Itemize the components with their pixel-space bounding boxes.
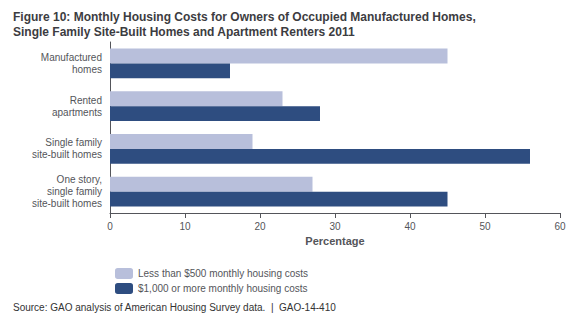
svg-text:$1,000 or more monthly housing: $1,000 or more monthly housing costs <box>138 283 308 294</box>
svg-text:0: 0 <box>107 221 113 232</box>
svg-text:Less than $500 monthly housing: Less than $500 monthly housing costs <box>138 268 308 279</box>
svg-text:60: 60 <box>554 221 566 232</box>
svg-text:20: 20 <box>254 221 266 232</box>
svg-text:10: 10 <box>179 221 191 232</box>
svg-text:40: 40 <box>404 221 416 232</box>
svg-text:homes: homes <box>72 64 102 75</box>
svg-text:site-built homes: site-built homes <box>32 149 102 160</box>
svg-text:Single family: Single family <box>45 137 102 148</box>
svg-text:Figure 10: Monthly Housing Cos: Figure 10: Monthly Housing Costs for Own… <box>13 10 476 24</box>
svg-text:Source: GAO analysis of Americ: Source: GAO analysis of American Housing… <box>13 302 336 313</box>
svg-text:Percentage: Percentage <box>305 235 364 247</box>
svg-text:apartments: apartments <box>52 107 102 118</box>
svg-text:30: 30 <box>329 221 341 232</box>
svg-text:One story,: One story, <box>57 174 102 185</box>
svg-text:site-built homes: site-built homes <box>32 198 102 209</box>
svg-text:50: 50 <box>479 221 491 232</box>
svg-text:single family: single family <box>47 186 102 197</box>
svg-text:Rented: Rented <box>70 95 102 106</box>
svg-text:Single Family Site-Built Homes: Single Family Site-Built Homes and Apart… <box>13 25 355 39</box>
svg-text:Manufactured: Manufactured <box>41 52 102 63</box>
